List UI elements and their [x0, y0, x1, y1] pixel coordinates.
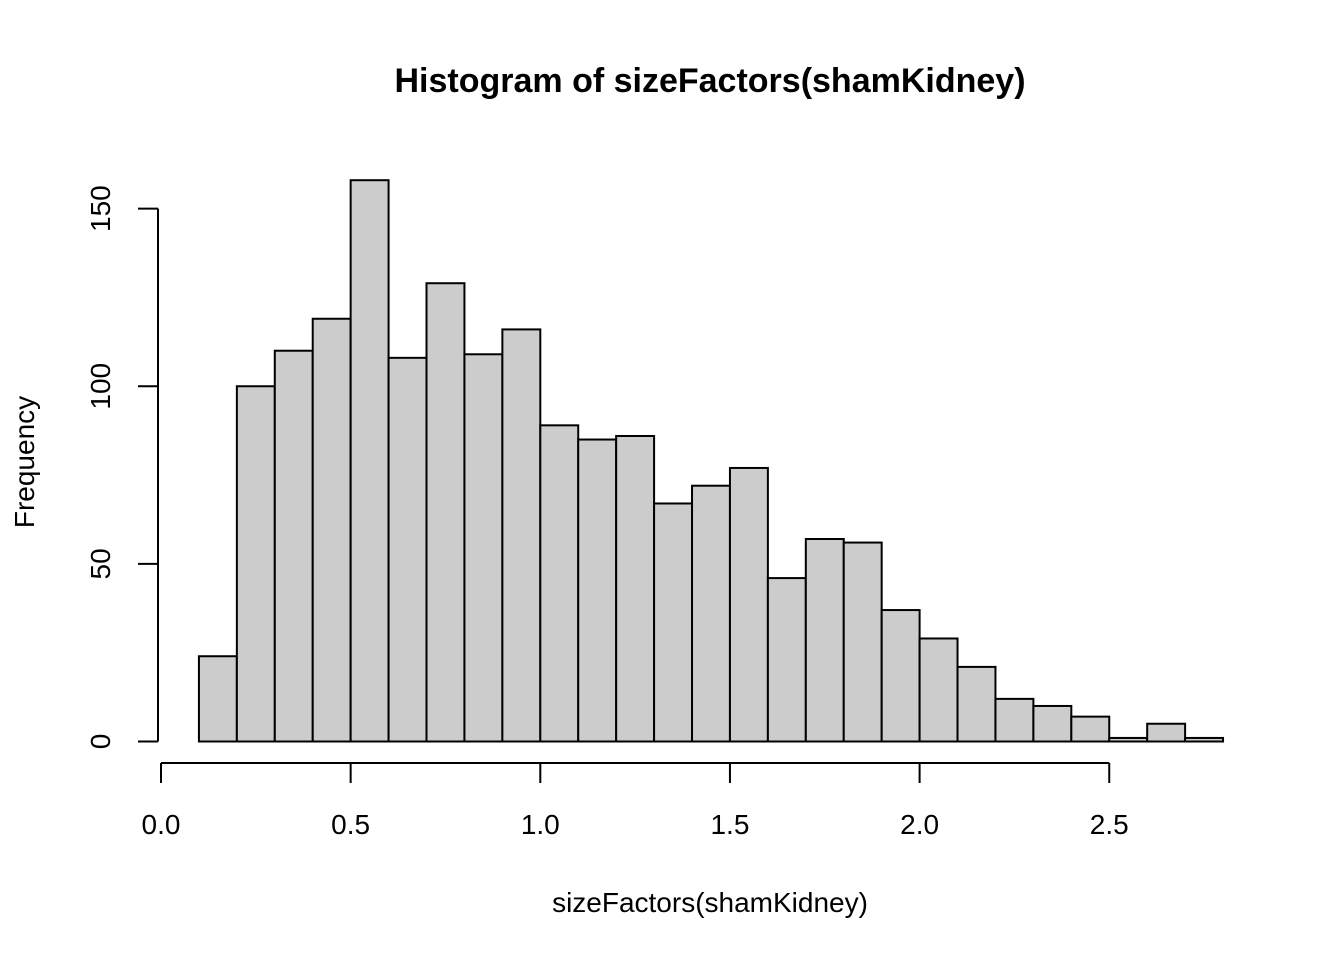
- x-axis-label: sizeFactors(shamKidney): [552, 887, 868, 918]
- x-tick-label-4: 2.0: [900, 809, 939, 840]
- x-tick-label-1: 0.5: [331, 809, 370, 840]
- histogram-bar-18: [842, 541, 883, 743]
- histogram-bar-21: [956, 665, 997, 743]
- histogram-bar-16: [766, 577, 807, 743]
- histogram-bar-4: [311, 317, 352, 743]
- y-tick-label-1: 50: [85, 548, 116, 579]
- histogram-bar-22: [994, 697, 1035, 743]
- histogram-bar-24: [1070, 715, 1111, 743]
- y-tick-label-2: 100: [85, 363, 116, 410]
- histogram-bar-27: [1184, 736, 1225, 743]
- histogram-bar-17: [804, 538, 845, 743]
- histogram-bar-7: [425, 282, 466, 743]
- histogram-bar-15: [728, 466, 769, 743]
- histogram-bar-10: [539, 424, 580, 743]
- histogram-bar-11: [577, 438, 618, 743]
- chart-title: Histogram of sizeFactors(shamKidney): [394, 62, 1025, 100]
- histogram-bar-14: [691, 484, 731, 743]
- histogram-bar-19: [880, 609, 921, 743]
- x-tick-label-0: 0.0: [142, 809, 181, 840]
- histogram-bars: [197, 179, 1225, 743]
- histogram-bar-6: [387, 356, 428, 743]
- histogram-bar-12: [615, 434, 656, 743]
- x-tick-label-3: 1.5: [710, 809, 749, 840]
- x-tick-label-5: 2.5: [1090, 809, 1129, 840]
- histogram-bar-23: [1032, 704, 1073, 743]
- y-tick-label-3: 150: [85, 185, 116, 232]
- x-axis: 0.0 0.5 1.0 1.5 2.0 2.5: [142, 762, 1129, 840]
- histogram-bar-3: [273, 349, 314, 743]
- y-axis: 0 50 100 150: [85, 185, 159, 750]
- histogram-bar-1: [197, 655, 238, 743]
- histogram-bar-13: [653, 502, 694, 743]
- histogram-bar-9: [501, 328, 542, 743]
- histogram-bar-8: [463, 353, 504, 743]
- histogram-bar-2: [235, 385, 276, 743]
- histogram-bar-5: [349, 179, 390, 743]
- histogram-bar-25: [1108, 736, 1149, 743]
- x-tick-label-2: 1.0: [521, 809, 560, 840]
- y-axis-label: Frequency: [9, 396, 40, 528]
- y-tick-label-0: 0: [85, 734, 116, 750]
- histogram-bar-20: [918, 637, 959, 743]
- histogram-bar-26: [1146, 722, 1187, 743]
